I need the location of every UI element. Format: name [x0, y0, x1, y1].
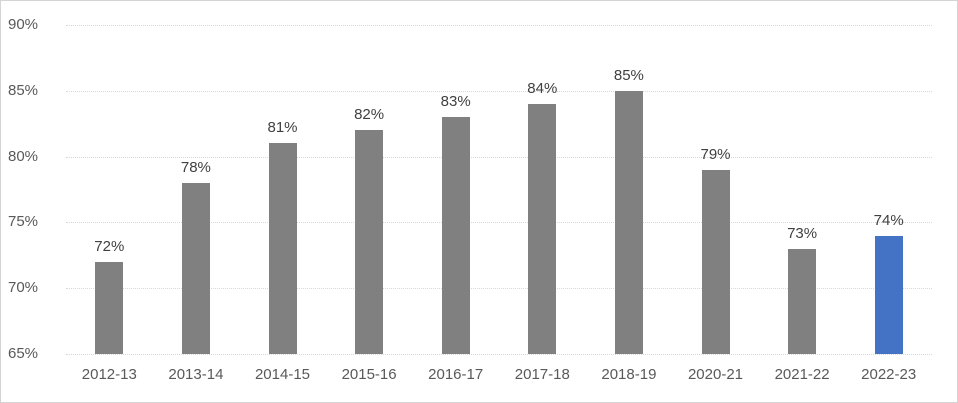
x-axis-tick-label: 2014-15 [254, 366, 311, 383]
bar [441, 117, 470, 354]
y-gridline [66, 25, 932, 26]
y-gridline [66, 288, 932, 290]
bar-data-label: 78% [180, 158, 211, 176]
x-axis-tick-label: 2016-17 [428, 366, 484, 383]
y-axis-tick-label: 70% [8, 279, 39, 297]
x-axis-tick-label: 2021-22 [774, 366, 830, 383]
x-axis-tick-label: 2015-16 [341, 366, 397, 383]
bar [268, 143, 297, 354]
y-gridline [66, 90, 932, 92]
bar-data-label: 84% [527, 79, 558, 97]
x-axis-tick-label: 2020-21 [687, 366, 744, 383]
bar-data-label: 81% [267, 119, 298, 137]
bar [528, 103, 557, 354]
x-axis-tick-label: 2012-13 [81, 366, 137, 383]
x-axis-tick-label: 2022-23 [861, 366, 917, 383]
bar-data-label: 79% [700, 145, 731, 163]
bar [614, 90, 643, 354]
plot-area: 65% 70% 75% 80% 85% 90% 72% 2012-13 78% 2013-14 81… [8, 16, 932, 383]
x-axis-tick-label: 2018-19 [601, 366, 657, 383]
y-gridline [66, 156, 932, 158]
bar [788, 248, 817, 354]
bar-data-label: 83% [440, 93, 471, 111]
bar [701, 169, 730, 354]
y-axis-tick-label: 90% [8, 16, 39, 33]
y-axis-tick-label: 80% [8, 147, 39, 165]
bar-data-label: 85% [613, 66, 644, 84]
bar-data-label: 82% [354, 106, 385, 124]
bar [181, 182, 210, 354]
bar-data-label: 72% [94, 237, 125, 255]
x-axis-tick-label: 2013-14 [168, 366, 224, 383]
y-axis-tick-label: 65% [8, 345, 39, 362]
y-axis-tick-label: 85% [8, 81, 39, 99]
bar-data-label: 73% [787, 224, 818, 242]
y-axis-tick-label: 75% [8, 213, 39, 231]
x-axis-tick-label: 2017-18 [514, 366, 570, 383]
bar [95, 261, 124, 354]
bar-highlighted [874, 235, 903, 354]
y-gridline [66, 354, 932, 355]
bar [355, 130, 384, 354]
bar-data-label: 74% [873, 211, 904, 229]
y-gridline [66, 222, 932, 224]
